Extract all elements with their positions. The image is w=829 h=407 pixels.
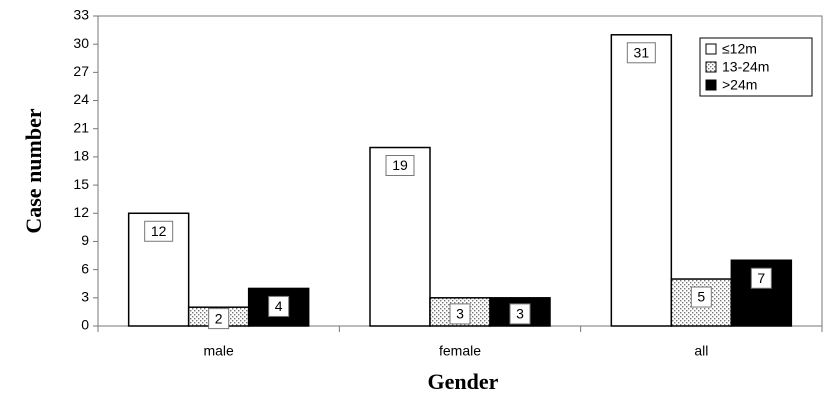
data-label-box xyxy=(626,42,656,64)
data-label: 3 xyxy=(516,306,524,322)
data-label: 4 xyxy=(275,298,283,314)
legend-swatch xyxy=(705,79,717,91)
legend-label: >24m xyxy=(722,77,757,93)
data-label: 12 xyxy=(151,223,167,239)
x-axis-title: Gender xyxy=(428,369,499,394)
legend-swatch xyxy=(705,43,717,55)
data-label-box xyxy=(208,308,230,330)
x-tick-label: all xyxy=(694,343,708,359)
legend-box xyxy=(699,37,813,97)
data-label-box xyxy=(385,155,415,177)
data-label-box xyxy=(449,303,471,325)
bar xyxy=(610,34,673,327)
y-tick-label: 15 xyxy=(73,176,89,192)
data-label: 31 xyxy=(634,44,650,60)
data-label-box xyxy=(690,286,712,308)
legend-label: ≤12m xyxy=(722,41,757,57)
y-tick-label: 18 xyxy=(73,148,89,164)
data-label: 2 xyxy=(215,310,223,326)
data-label: 7 xyxy=(757,270,765,286)
x-tick-label: female xyxy=(439,343,481,359)
data-label-box xyxy=(268,295,290,317)
data-label-box xyxy=(509,303,531,325)
legend-label: 13-24m xyxy=(722,59,769,75)
y-tick-label: 30 xyxy=(73,35,89,51)
y-tick-label: 12 xyxy=(73,204,89,220)
y-tick-label: 9 xyxy=(81,232,89,248)
y-axis-title: Case number xyxy=(21,108,46,234)
x-tick-label: male xyxy=(203,343,234,359)
data-label: 3 xyxy=(456,306,464,322)
y-tick-label: 6 xyxy=(81,260,89,276)
bar xyxy=(127,212,190,327)
data-label-box xyxy=(750,267,772,289)
y-tick-label: 27 xyxy=(73,63,89,79)
data-label: 5 xyxy=(697,289,705,305)
y-tick-label: 21 xyxy=(73,119,89,135)
y-tick-label: 3 xyxy=(81,289,89,305)
data-label: 19 xyxy=(392,157,408,173)
legend-swatch xyxy=(705,61,717,73)
bar xyxy=(369,146,431,327)
data-label-box xyxy=(144,220,174,242)
y-tick-label: 24 xyxy=(73,91,89,107)
y-tick-label: 0 xyxy=(81,317,89,333)
y-tick-label: 33 xyxy=(73,7,89,23)
